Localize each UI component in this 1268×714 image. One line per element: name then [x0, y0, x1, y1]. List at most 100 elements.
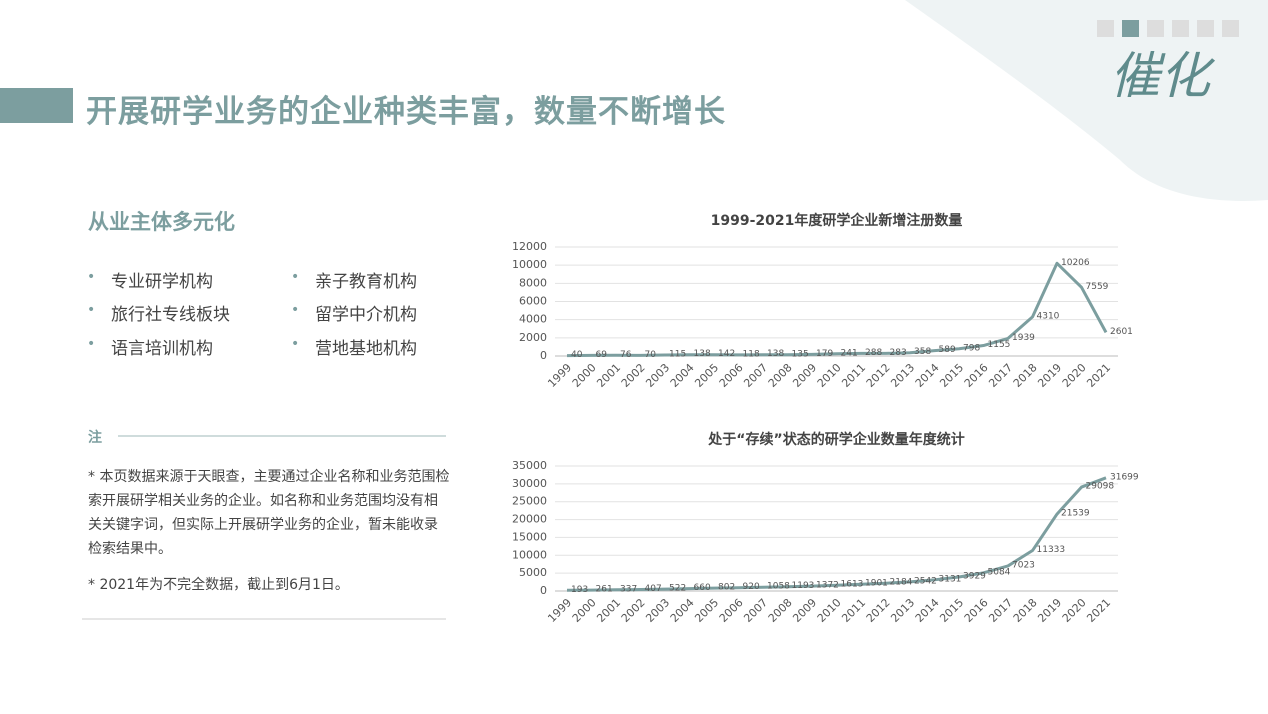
- x-tick-label: 2016: [962, 361, 991, 390]
- y-tick-label: 0: [540, 584, 547, 597]
- data-label: 920: [743, 582, 760, 592]
- chart-title: 处于“存续”状态的研学企业数量年度统计: [707, 431, 964, 448]
- x-tick-label: 2018: [1011, 361, 1040, 390]
- data-label: 2184: [890, 578, 913, 588]
- line: [566, 476, 1107, 592]
- background-blob: [905, 0, 1268, 201]
- data-label: 1155: [988, 340, 1011, 350]
- data-label: 179: [816, 349, 833, 359]
- x-tick-label: 1999: [545, 596, 574, 625]
- data-label: 193: [571, 585, 588, 595]
- x-tick-label: 2010: [815, 361, 844, 390]
- x-tick-label: 2018: [1011, 596, 1040, 625]
- note: * 本页数据来源于天眼查，主要通过企业名称和业务范围检索开展研学相关业务的企业。…: [88, 469, 450, 557]
- x-tick-label: 2011: [839, 596, 868, 625]
- x-tick-label: 2002: [619, 361, 648, 390]
- data-label: 31699: [1110, 472, 1139, 482]
- title-bar: [0, 88, 73, 123]
- section-title: 从业主体多元化: [88, 210, 235, 234]
- y-tick-label: 4000: [519, 313, 547, 326]
- x-tick-label: 2005: [692, 596, 721, 625]
- x-tick-label: 2013: [888, 596, 917, 625]
- data-label: 29098: [1086, 482, 1115, 492]
- data-label: 1193: [792, 581, 815, 591]
- data-label: 1939: [1012, 333, 1035, 343]
- list-item: 留学中介机构: [291, 300, 417, 325]
- x-tick-label: 2020: [1060, 596, 1089, 625]
- logo: 催化: [1110, 47, 1210, 105]
- slide-title: 开展研学业务的企业种类丰富，数量不断增长: [86, 94, 726, 130]
- x-tick-label: 2019: [1035, 596, 1064, 625]
- x-tick-label: 2014: [913, 361, 942, 390]
- data-label: 798: [963, 343, 980, 353]
- data-label: 1901: [865, 579, 888, 589]
- data-label: 358: [914, 347, 931, 357]
- data-label: 660: [694, 583, 711, 593]
- x-tick-label: 2020: [1060, 361, 1089, 390]
- y-tick-label: 12000: [512, 240, 547, 253]
- data-label: 10206: [1061, 258, 1090, 268]
- data-label: 138: [694, 349, 711, 359]
- y-tick-label: 5000: [519, 566, 547, 579]
- data-label: 7023: [1012, 560, 1035, 570]
- y-tick-label: 10000: [512, 258, 547, 271]
- data-label: 407: [645, 584, 662, 594]
- y-tick-label: 35000: [512, 459, 547, 472]
- data-label: 69: [596, 350, 608, 360]
- data-label: 142: [718, 349, 735, 359]
- x-tick-label: 2000: [570, 596, 599, 625]
- x-tick-label: 2009: [790, 596, 819, 625]
- list-item: 亲子教育机构: [291, 267, 417, 292]
- x-tick-label: 2012: [864, 361, 893, 390]
- data-label: 589: [939, 345, 956, 355]
- x-tick-label: 2017: [986, 361, 1015, 390]
- x-tick-label: 2015: [937, 361, 966, 390]
- data-label: 283: [890, 348, 907, 358]
- y-tick-label: 2000: [519, 331, 547, 344]
- note: * 2021年为不完全数据，截止到6月1日。: [88, 577, 349, 593]
- list-item: 营地基地机构: [291, 334, 417, 359]
- y-tick-label: 15000: [512, 530, 547, 543]
- y-tick-label: 8000: [519, 276, 547, 289]
- data-label: 21539: [1061, 509, 1090, 519]
- x-tick-label: 2015: [937, 596, 966, 625]
- x-tick-label: 2009: [790, 361, 819, 390]
- data-label: 70: [645, 350, 657, 360]
- data-label: 138: [767, 349, 784, 359]
- data-label: 337: [620, 584, 637, 594]
- data-label: 11333: [1037, 545, 1066, 555]
- data-label: 135: [792, 349, 809, 359]
- y-tick-label: 25000: [512, 495, 547, 508]
- x-tick-label: 2008: [766, 596, 795, 625]
- x-tick-label: 2006: [717, 596, 746, 625]
- x-tick-label: 2007: [741, 361, 770, 390]
- x-tick-label: 1999: [545, 361, 574, 390]
- x-tick-label: 2000: [570, 361, 599, 390]
- data-label: 5084: [988, 567, 1011, 577]
- data-label: 40: [571, 350, 583, 360]
- x-tick-label: 2012: [864, 596, 893, 625]
- x-tick-label: 2013: [888, 361, 917, 390]
- note-label: 注: [88, 430, 102, 446]
- y-tick-label: 30000: [512, 477, 547, 490]
- data-label: 7559: [1086, 282, 1109, 292]
- x-tick-label: 2003: [643, 596, 672, 625]
- x-tick-label: 2007: [741, 596, 770, 625]
- y-tick-label: 6000: [519, 295, 547, 308]
- x-tick-label: 2011: [839, 361, 868, 390]
- data-label: 4310: [1037, 311, 1060, 321]
- page-indicator: [1097, 20, 1239, 37]
- x-tick-label: 2004: [668, 596, 697, 625]
- list-item: 语言培训机构: [87, 334, 213, 359]
- data-label: 2601: [1110, 327, 1133, 337]
- x-tick-label: 2021: [1084, 361, 1113, 390]
- line: [566, 261, 1108, 358]
- data-label: 3929: [963, 571, 986, 581]
- x-tick-label: 2014: [913, 596, 942, 625]
- data-label: 522: [669, 584, 686, 594]
- x-tick-label: 2017: [986, 596, 1015, 625]
- data-label: 1613: [841, 580, 864, 590]
- data-label: 115: [669, 349, 686, 359]
